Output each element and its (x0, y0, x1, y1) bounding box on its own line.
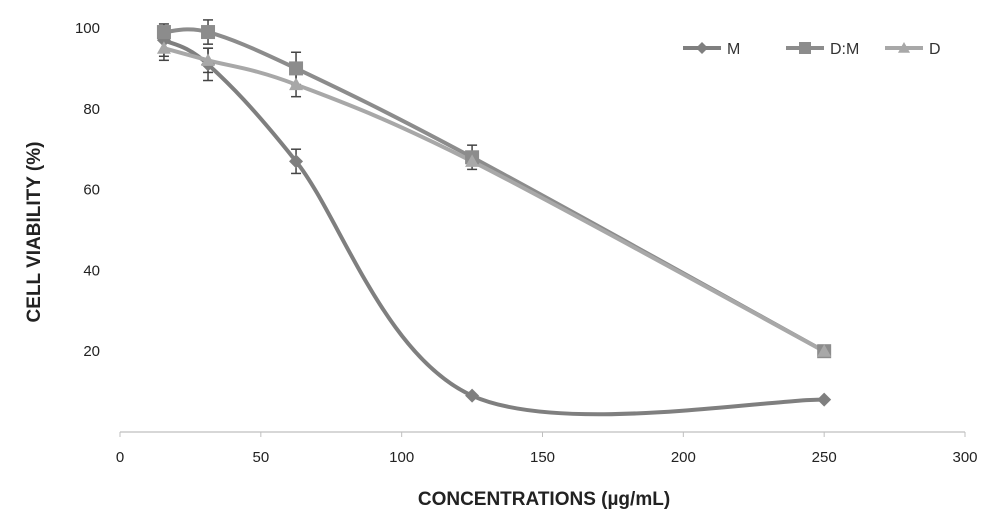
legend-label-d-m: D:M (830, 41, 859, 58)
y-tick-label: 100 (75, 20, 100, 37)
series-line-d-m (161, 27, 827, 354)
x-tick-label: 100 (389, 449, 414, 466)
x-tick-label: 250 (812, 449, 837, 466)
legend-marker-d (898, 42, 910, 53)
y-axis-title: CELL VIABILITY (%) (24, 142, 45, 323)
y-tick-label: 60 (83, 182, 100, 199)
legend-label-m: M (727, 41, 740, 58)
data-point-m (817, 392, 832, 407)
series-markers (156, 25, 832, 407)
legend: M D:M D (683, 41, 941, 58)
x-tick-label: 50 (252, 449, 269, 466)
data-point-m (289, 154, 304, 169)
error-bars (158, 19, 478, 175)
x-tick-label: 200 (671, 449, 696, 466)
x-axis-title: CONCENTRATIONS (µg/mL) (418, 489, 670, 510)
data-point-d (817, 344, 832, 357)
series-lines (161, 27, 827, 417)
data-point-d (201, 53, 216, 66)
data-point-d-m (201, 25, 216, 40)
data-point-d (156, 41, 171, 54)
data-point-d (289, 77, 304, 91)
series-line-d (161, 46, 827, 354)
y-tick-label: 20 (83, 343, 100, 360)
legend-label-d: D (929, 41, 941, 58)
legend-marker-m (696, 42, 708, 54)
x-tick-label: 300 (952, 449, 977, 466)
series-line-m (161, 38, 827, 417)
data-point-d (465, 154, 480, 167)
legend-marker-d-m (799, 42, 811, 54)
x-tick-label: 0 (116, 449, 124, 466)
y-tick-label: 40 (83, 262, 100, 279)
y-tick-label: 80 (83, 101, 100, 118)
data-point-d-m (156, 25, 171, 40)
axes: 0 50 100 150 200 250 300 20 40 60 80 100 (75, 20, 978, 466)
data-point-d-m (289, 61, 304, 76)
x-tick-label: 150 (530, 449, 555, 466)
data-point-m (465, 388, 480, 403)
